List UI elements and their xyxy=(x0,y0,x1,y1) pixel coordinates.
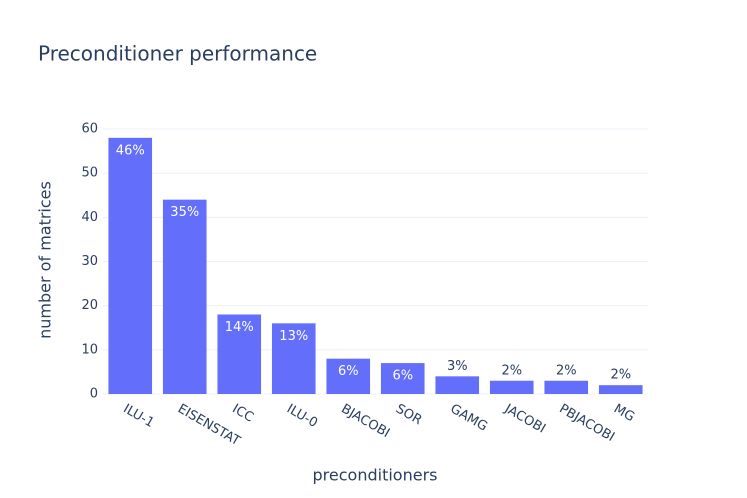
bar xyxy=(108,137,153,395)
bar xyxy=(435,376,480,394)
bar-label: 3% xyxy=(447,359,468,374)
x-tick-label: ICC xyxy=(230,402,257,426)
x-tick-label: ILU-0 xyxy=(284,402,320,431)
y-tick-label: 20 xyxy=(81,298,98,313)
x-axis-title: preconditioners xyxy=(313,466,438,485)
bar-label: 14% xyxy=(225,320,254,335)
bar-label: 2% xyxy=(556,363,577,378)
bar xyxy=(489,380,534,394)
x-tick-label: JACOBI xyxy=(501,401,548,437)
chart-title: Preconditioner performance xyxy=(38,42,317,66)
y-tick-label: 40 xyxy=(81,210,98,225)
bar xyxy=(544,380,589,394)
y-axis-title: number of matrices xyxy=(36,181,55,339)
bar-label: 6% xyxy=(338,364,359,379)
y-tick-label: 30 xyxy=(81,254,98,269)
bar-label: 2% xyxy=(501,363,522,378)
y-tick-label: 60 xyxy=(81,122,98,137)
bar-label: 13% xyxy=(279,329,308,344)
bar xyxy=(326,358,371,394)
bar-label: 6% xyxy=(392,369,413,384)
y-tick-label: 10 xyxy=(81,342,98,357)
x-tick-label: PBJACOBI xyxy=(557,402,617,446)
bar-label: 46% xyxy=(116,143,145,158)
bar-label: 35% xyxy=(170,205,199,220)
x-tick-label: BJACOBI xyxy=(339,402,393,442)
x-tick-label: MG xyxy=(611,402,637,426)
x-tick-label: ILU-1 xyxy=(121,402,157,431)
bar xyxy=(380,363,425,394)
y-tick-label: 50 xyxy=(81,166,98,181)
x-tick-label: SOR xyxy=(393,402,424,429)
x-tick-label: GAMG xyxy=(448,402,490,435)
y-tick-label: 0 xyxy=(90,387,98,402)
bar xyxy=(162,199,207,394)
bar xyxy=(217,314,262,394)
bar-label: 2% xyxy=(610,368,631,383)
bar xyxy=(271,323,316,394)
bar xyxy=(598,385,643,394)
